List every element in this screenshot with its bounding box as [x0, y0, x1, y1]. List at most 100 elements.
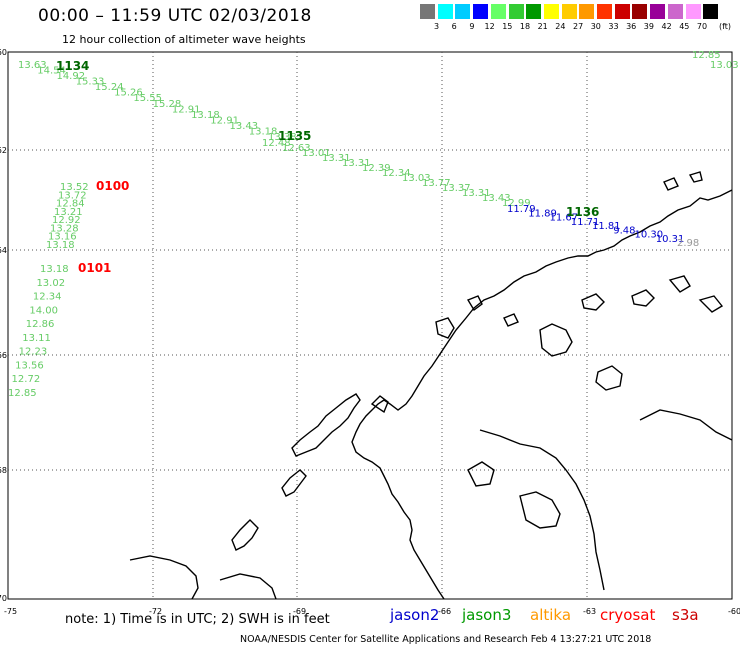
lon-label: -63 — [583, 607, 596, 616]
wave-height-value: 12.91 — [172, 104, 201, 115]
legend-swatch — [543, 4, 559, 19]
wave-height-value: 12.34 — [382, 168, 411, 179]
pass-number: 1136 — [566, 205, 599, 219]
satellite-cryosat: cryosat — [600, 606, 656, 624]
wave-height-value: 15.26 — [114, 88, 143, 99]
legend-label: 30 — [590, 22, 601, 31]
wave-height-value: 15.33 — [76, 77, 105, 88]
wave-height-value: 13.52 — [60, 182, 89, 193]
map-frame — [7, 51, 733, 600]
wave-height-value: 11.71 — [571, 217, 600, 228]
wave-height-value: 11.81 — [592, 221, 621, 232]
lon-label: -69 — [293, 607, 306, 616]
wave-height-value: 13.02 — [36, 278, 65, 289]
legend-units: (ft) — [719, 22, 732, 31]
wave-height-value: 12.34 — [33, 292, 62, 303]
altimeter-tracks: 13.6314.5414.9215.3315.2415.2615.5515.28… — [8, 50, 739, 399]
legend-swatch — [526, 4, 542, 19]
page-subtitle: 12 hour collection of altimeter wave hei… — [62, 33, 306, 46]
wave-height-value: 13.18 — [40, 264, 69, 275]
wave-height-value: 12.92 — [52, 215, 81, 226]
wave-height-value: 14.00 — [29, 305, 58, 316]
legend-swatch — [597, 4, 612, 19]
legend-swatch — [703, 4, 719, 19]
wave-height-value: 12.63 — [282, 143, 311, 154]
graticule — [8, 52, 732, 599]
wave-height-value: 13.38 — [268, 132, 297, 143]
footer-credit: NOAA/NESDIS Center for Satellite Applica… — [240, 634, 652, 645]
legend-label: 3 — [433, 22, 440, 31]
legend-swatch — [667, 4, 683, 19]
page-title: 00:00 – 11:59 UTC 02/03/2018 — [38, 6, 312, 26]
legend-label: 15 — [502, 22, 513, 31]
wave-height-value: 13.43 — [230, 121, 259, 132]
wave-height-value: 13.03 — [710, 60, 739, 71]
legend-swatch — [420, 4, 435, 19]
wave-height-value: 13.63 — [18, 60, 47, 71]
pass-number: 0101 — [78, 261, 111, 275]
legend-swatch — [632, 4, 648, 19]
lat-label: -68 — [0, 466, 7, 475]
legend-swatch — [455, 4, 471, 19]
wave-height-value: 12.39 — [362, 163, 391, 174]
wave-height-value: 12.48 — [262, 138, 291, 149]
wave-height-value: 13.03 — [402, 173, 431, 184]
wave-height-value: 12.91 — [210, 115, 239, 126]
lon-label: -75 — [4, 607, 17, 616]
wave-height-value: 13.21 — [54, 207, 83, 218]
satellite-jason3: jason3 — [462, 606, 512, 624]
wave-height-value: 13.28 — [50, 223, 79, 234]
legend-label: 9 — [469, 22, 475, 31]
legend-label: 18 — [519, 22, 531, 31]
legend-swatch — [614, 4, 630, 19]
legend-label: 70 — [696, 22, 708, 31]
legend-label: 36 — [626, 22, 637, 31]
wave-height-value: 14.92 — [56, 71, 85, 82]
wave-height-value: 2.98 — [677, 238, 699, 249]
wave-height-value: 12.85 — [8, 388, 37, 399]
pass-number: 1134 — [56, 59, 89, 73]
wave-height-value: 10.31 — [656, 234, 685, 245]
lat-label: -66 — [0, 351, 7, 360]
wave-height-value: 13.77 — [422, 178, 451, 189]
wave-height-value: 12.99 — [502, 198, 531, 209]
lat-label: -60 — [0, 48, 7, 57]
wave-height-value: 12.84 — [56, 199, 85, 210]
wave-height-value: 13.16 — [48, 232, 77, 243]
legend-swatch — [685, 4, 701, 19]
legend-swatch — [473, 4, 489, 19]
wave-height-value: 13.18 — [46, 240, 75, 251]
legend-label: 27 — [573, 22, 584, 31]
wave-height-value: 9.48 — [613, 225, 635, 236]
legend-label: 45 — [679, 22, 690, 31]
wave-height-value: 11.79 — [507, 204, 536, 215]
wave-height-value: 12.23 — [19, 347, 48, 358]
legend-swatch — [437, 4, 453, 19]
footer-note: note: 1) Time is in UTC; 2) SWH is in fe… — [65, 612, 330, 627]
wave-height-value: 11.89 — [528, 208, 557, 219]
wave-height-value: 13.01 — [302, 148, 331, 159]
legend-label: 39 — [643, 22, 654, 31]
pass-number: 1135 — [278, 129, 311, 143]
lon-label: -60 — [728, 607, 740, 616]
wave-height-value: 13.31 — [462, 188, 491, 199]
legend-label: 21 — [537, 22, 548, 31]
wave-height-value: 14.54 — [37, 66, 66, 77]
wave-height-value: 13.18 — [249, 126, 278, 137]
legend-label: 6 — [451, 22, 457, 31]
lat-label: -64 — [0, 246, 7, 255]
wave-height-value: 13.72 — [58, 190, 87, 201]
lat-label: -62 — [0, 146, 7, 155]
wave-height-value: 12.86 — [26, 319, 55, 330]
pass-number: 0100 — [96, 179, 129, 193]
wave-height-value: 12.72 — [12, 374, 41, 385]
satellite-altika: altika — [530, 606, 572, 624]
wave-height-value: 13.18 — [191, 110, 220, 121]
legend-label: 42 — [661, 22, 672, 31]
wave-height-value: 13.43 — [482, 193, 511, 204]
wave-height-value: 12.85 — [692, 50, 721, 61]
lon-label: -72 — [149, 607, 162, 616]
legend-label: 24 — [555, 22, 566, 31]
lat-label: -70 — [0, 594, 7, 603]
